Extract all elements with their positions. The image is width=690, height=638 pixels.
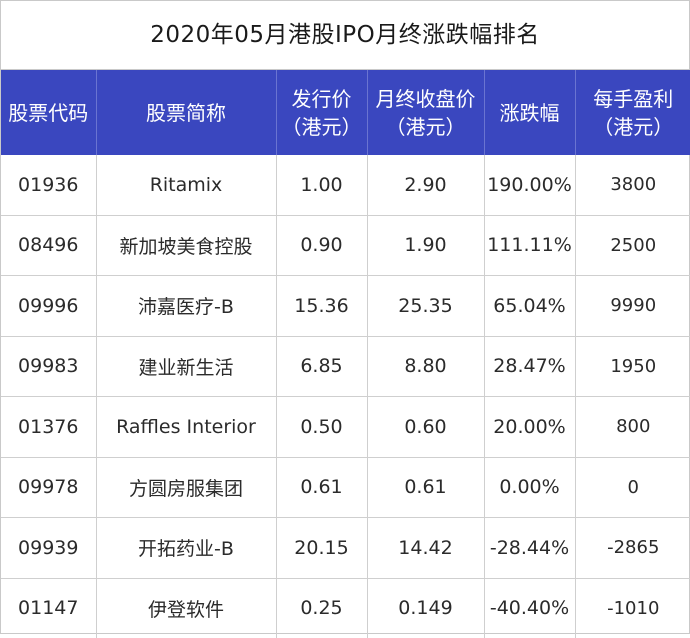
cell-stock-code: 01376 <box>1 396 97 458</box>
cell-change: 190.00% <box>484 155 576 216</box>
cell-stock-code: 09983 <box>1 336 97 397</box>
header-close-price: 月终收盘价 （港元） <box>367 70 485 155</box>
table-row: 09978 方圆房服集团 0.61 0.61 0.00% 0 <box>1 457 690 518</box>
cell-lot-profit: 1950 <box>575 336 690 397</box>
ipo-ranking-table: 股票代码 股票简称 发行价 （港元） 月终收盘价 （港元） 涨跌幅 每手盈利 <box>1 70 690 638</box>
table-row: 01376 Raffles Interior 0.50 0.60 20.00% … <box>1 396 690 458</box>
header-stock-name-label: 股票简称 <box>146 100 226 125</box>
cell-lot-profit: 800 <box>575 396 690 458</box>
cell-change: 65.04% <box>484 275 576 337</box>
table-title: 2020年05月港股IPO月终涨跌幅排名 <box>1 1 689 70</box>
header-change: 涨跌幅 <box>484 70 576 155</box>
cell-issue-price: 20.15 <box>276 517 368 579</box>
cell-stock-name: 方圆房服集团 <box>96 457 277 518</box>
cell-lot-profit: -2865 <box>575 517 690 579</box>
table-row: 09983 建业新生活 6.85 8.80 28.47% 1950 <box>1 336 690 397</box>
cell-stock-code: 01147 <box>1 578 97 638</box>
cell-change: -40.40% <box>484 578 576 638</box>
cell-lot-profit: 3800 <box>575 155 690 216</box>
cell-stock-name: Ritamix <box>96 155 277 216</box>
table-row: 09996 沛嘉医疗-B 15.36 25.35 65.04% 9990 <box>1 275 690 337</box>
cell-lot-profit: 9990 <box>575 275 690 337</box>
cell-lot-profit: -1010 <box>607 597 660 619</box>
header-issue-price-unit: （港元） <box>281 114 362 139</box>
cell-stock-name: 新加坡美食控股 <box>96 215 277 276</box>
cell-stock-name: Raffles Interior <box>96 396 277 458</box>
cell-stock-code: 09978 <box>1 457 97 518</box>
table-row: 08496 新加坡美食控股 0.90 1.90 111.11% 2500 <box>1 215 690 276</box>
cell-change: 28.47% <box>484 336 576 397</box>
cell-stock-code: 08496 <box>1 215 97 276</box>
header-issue-price-label: 发行价 <box>291 86 352 111</box>
cell-close-price: 14.42 <box>367 517 485 579</box>
cell-issue-price: 0.25 <box>276 578 368 638</box>
cell-close-price: 0.60 <box>367 396 485 458</box>
header-close-price-label: 月终收盘价 <box>375 86 476 111</box>
header-issue-price: 发行价 （港元） <box>276 70 368 155</box>
header-stock-code-label: 股票代码 <box>8 100 89 125</box>
table-row: 01147 伊登软件 0.25 0.149 -40.40% -1010 <box>1 578 690 638</box>
cell-stock-name: 开拓药业-B <box>96 517 277 579</box>
cell-change: 111.11% <box>484 215 576 276</box>
cell-stock-name: 伊登软件 <box>96 578 277 638</box>
cell-issue-price: 0.90 <box>276 215 368 276</box>
header-lot-profit-unit: （港元） <box>593 114 674 139</box>
cell-close-price: 0.149 <box>367 578 485 638</box>
cell-issue-price: 0.50 <box>276 396 368 458</box>
cell-stock-code: 09996 <box>1 275 97 337</box>
cell-change: 0.00% <box>484 457 576 518</box>
header-row: 股票代码 股票简称 发行价 （港元） 月终收盘价 （港元） 涨跌幅 每手盈利 <box>1 70 690 155</box>
header-change-label: 涨跌幅 <box>499 100 560 125</box>
cell-issue-price: 15.36 <box>276 275 368 337</box>
header-close-price-unit: （港元） <box>385 114 466 139</box>
table-row: 09939 开拓药业-B 20.15 14.42 -28.44% -2865 <box>1 517 690 579</box>
header-stock-name: 股票简称 <box>96 70 277 155</box>
cell-stock-code: 01936 <box>1 155 97 216</box>
cell-stock-name: 建业新生活 <box>96 336 277 397</box>
cell-close-price: 2.90 <box>367 155 485 216</box>
table-row: 01936 Ritamix 1.00 2.90 190.00% 3800 <box>1 155 690 216</box>
cell-close-price: 0.61 <box>367 457 485 518</box>
cell-issue-price: 6.85 <box>276 336 368 397</box>
table-body: 01936 Ritamix 1.00 2.90 190.00% 3800 084… <box>1 155 690 638</box>
cell-change: -28.44% <box>484 517 576 579</box>
cell-close-price: 8.80 <box>367 336 485 397</box>
cell-issue-price: 0.61 <box>276 457 368 518</box>
cell-close-price: 25.35 <box>367 275 485 337</box>
cell-change: 20.00% <box>484 396 576 458</box>
cell-close-price: 1.90 <box>367 215 485 276</box>
header-stock-code: 股票代码 <box>1 70 97 155</box>
table-header: 股票代码 股票简称 发行价 （港元） 月终收盘价 （港元） 涨跌幅 每手盈利 <box>1 70 690 155</box>
header-lot-profit-label: 每手盈利 <box>593 86 674 111</box>
header-lot-profit: 每手盈利 （港元） <box>575 70 690 155</box>
cell-lot-profit: 0 <box>575 457 690 518</box>
cell-stock-code: 09939 <box>1 517 97 579</box>
cell-stock-name: 沛嘉医疗-B <box>96 275 277 337</box>
cell-issue-price: 1.00 <box>276 155 368 216</box>
cell-lot-profit: 2500 <box>575 215 690 276</box>
